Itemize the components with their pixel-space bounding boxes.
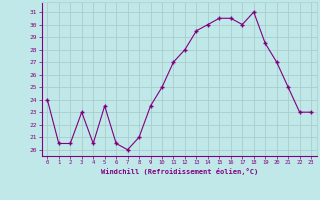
X-axis label: Windchill (Refroidissement éolien,°C): Windchill (Refroidissement éolien,°C) [100, 168, 258, 175]
